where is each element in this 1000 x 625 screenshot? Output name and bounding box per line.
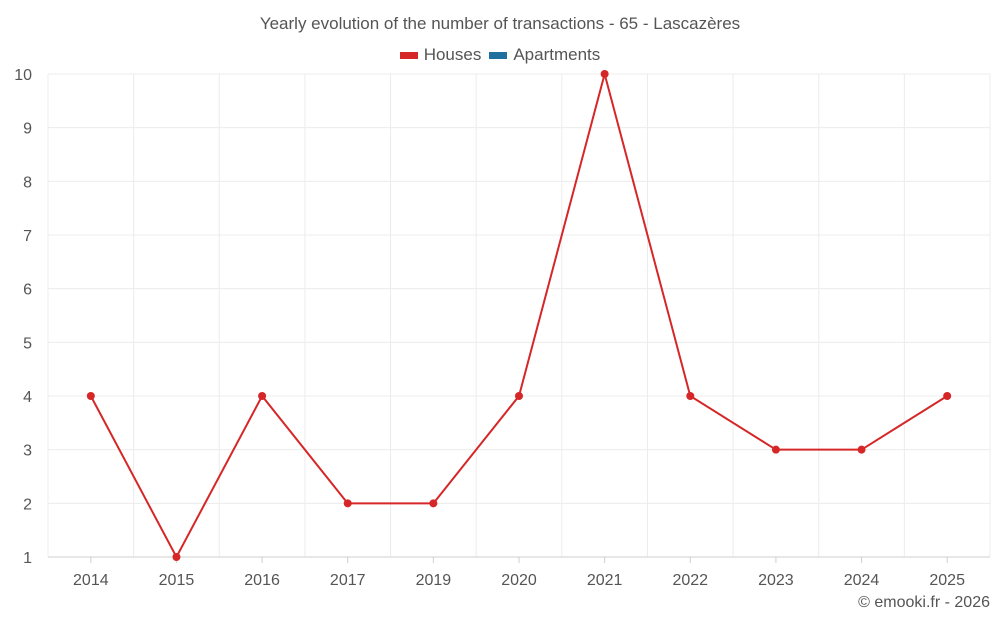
legend-item-apartments[interactable]: Apartments bbox=[489, 45, 600, 65]
y-tick-label: 8 bbox=[23, 174, 32, 191]
x-tick-label: 2020 bbox=[501, 572, 537, 589]
y-tick-label: 2 bbox=[23, 496, 32, 513]
data-point-houses bbox=[172, 553, 181, 561]
legend-swatch-apartments bbox=[489, 51, 508, 59]
data-point-houses bbox=[943, 392, 952, 400]
legend-label-houses: Houses bbox=[423, 45, 482, 64]
x-tick-label: 2014 bbox=[73, 572, 109, 589]
data-point-houses bbox=[86, 392, 95, 400]
data-point-houses bbox=[429, 499, 438, 508]
y-tick-label: 4 bbox=[23, 389, 32, 406]
y-tick-label: 1 bbox=[23, 550, 32, 567]
y-tick-label: 3 bbox=[23, 443, 32, 460]
legend-item-houses[interactable]: Houses bbox=[399, 45, 482, 65]
data-point-houses bbox=[686, 392, 695, 400]
y-tick-label: 6 bbox=[23, 282, 32, 299]
x-tick-label: 2025 bbox=[929, 572, 965, 589]
y-tick-label: 5 bbox=[23, 335, 32, 352]
x-tick-label: 2019 bbox=[416, 572, 452, 589]
data-point-houses bbox=[515, 392, 523, 400]
y-tick-label: 9 bbox=[23, 121, 32, 138]
x-tick-label: 2021 bbox=[587, 572, 623, 589]
data-point-houses bbox=[857, 445, 866, 454]
legend-label-apartments: Apartments bbox=[513, 45, 601, 64]
data-point-houses bbox=[771, 445, 780, 454]
x-tick-label: 2015 bbox=[159, 572, 195, 589]
y-tick-label: 10 bbox=[14, 67, 32, 84]
data-point-houses bbox=[258, 392, 267, 400]
legend-swatch-houses bbox=[399, 51, 418, 59]
x-tick-label: 2023 bbox=[758, 572, 794, 589]
data-point-houses bbox=[600, 70, 609, 78]
x-tick-label: 2016 bbox=[244, 572, 280, 589]
credit-text: © emooki.fr - 2026 bbox=[858, 594, 990, 611]
data-point-houses bbox=[343, 499, 352, 508]
x-tick-label: 2022 bbox=[672, 572, 708, 589]
chart-legend: Houses Apartments bbox=[0, 45, 1000, 65]
chart-title: Yearly evolution of the number of transa… bbox=[259, 14, 741, 33]
x-tick-label: 2024 bbox=[844, 572, 880, 589]
x-tick-label: 2017 bbox=[330, 572, 366, 589]
y-tick-label: 7 bbox=[23, 228, 32, 245]
